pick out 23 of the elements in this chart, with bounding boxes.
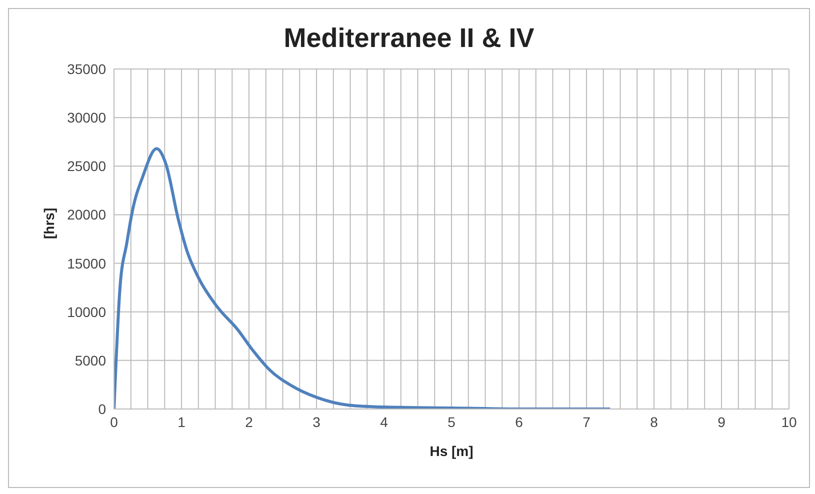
x-tick-label: 4 [380,414,388,430]
y-tick-label: 25000 [67,158,106,174]
x-axis-title: Hs [m] [430,443,474,459]
y-tick-label: 10000 [67,304,106,320]
y-tick-label: 5000 [74,352,106,368]
x-tick-label: 9 [718,414,726,430]
y-axis-title: [hrs] [40,208,57,239]
y-tick-label: 20000 [67,206,106,223]
x-tick-label: 5 [448,414,456,430]
line-series [114,147,612,409]
x-tick-label: 8 [650,414,658,430]
y-tick-label: 35000 [67,60,106,77]
y-tick-label: 30000 [67,110,106,126]
x-tick-label: 0 [110,414,118,430]
x-tick-label: 6 [515,414,524,430]
x-tick-label: 10 [781,414,797,430]
chart-title: Mediterranee II & IV [282,23,536,54]
x-tick-label: 2 [245,414,254,430]
x-tick-label: 7 [582,414,591,430]
x-tick-label: 3 [312,414,321,430]
y-tick-label: 15000 [67,255,106,272]
y-tick-label: 0 [98,400,106,417]
x-tick-label: 1 [178,414,186,430]
